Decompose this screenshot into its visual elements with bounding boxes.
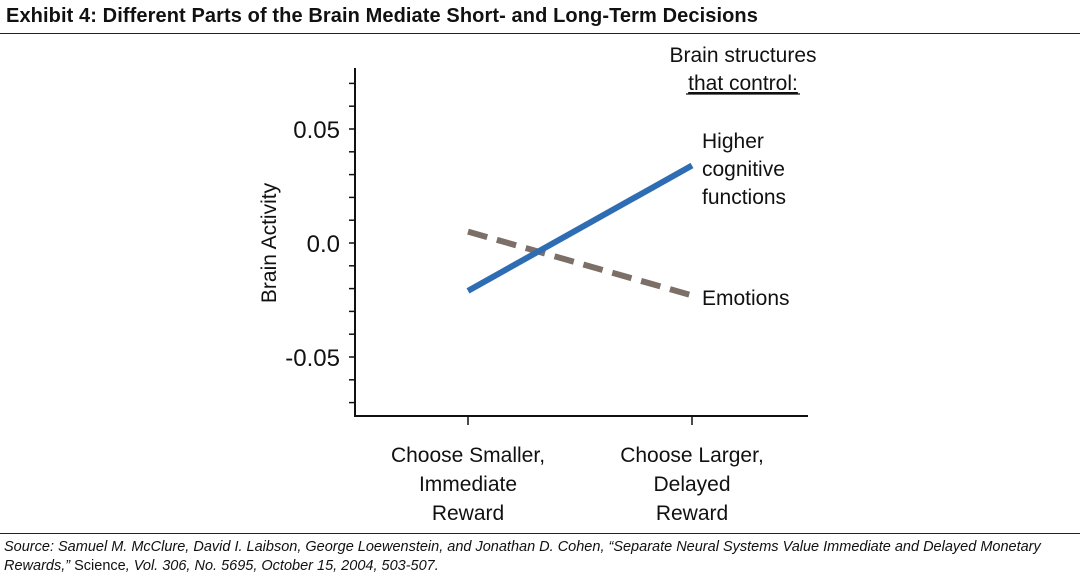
series-line-emotions xyxy=(467,228,693,299)
series-label-emotions: Emotions xyxy=(702,287,790,310)
title-divider xyxy=(0,33,1080,34)
y-tick-label: 0.05 xyxy=(293,117,340,144)
legend-heading: Brain structures xyxy=(669,44,816,67)
y-tick-label: 0.0 xyxy=(307,231,340,258)
source-lead: Source: Samuel M. McClure, David I. Laib… xyxy=(4,539,1041,574)
brain-activity-chart: 0.05 0.0 -0.05 Brain Activity Choose Smaller… xyxy=(258,44,817,525)
source-divider xyxy=(0,533,1080,534)
source-journal: Science xyxy=(70,558,126,574)
chart-title: Exhibit 4: Different Parts of the Brain … xyxy=(6,5,758,27)
x-category-label: Choose Larger, Delayed Reward xyxy=(620,444,764,525)
y-tick-label: -0.05 xyxy=(285,345,340,372)
y-axis-label: Brain Activity xyxy=(258,182,281,303)
series-line-higher-cognitive-functions xyxy=(466,162,694,294)
x-category-label: Choose Smaller, Immediate Reward xyxy=(391,444,545,525)
source-note: Source: Samuel M. McClure, David I. Laib… xyxy=(4,538,1076,576)
series-label-higher-cognitive-functions: Higher cognitive functions xyxy=(702,130,786,209)
source-tail: , Vol. 306, No. 5695, October 15, 2004, … xyxy=(125,558,439,574)
legend-subheading: that control: xyxy=(688,72,798,95)
